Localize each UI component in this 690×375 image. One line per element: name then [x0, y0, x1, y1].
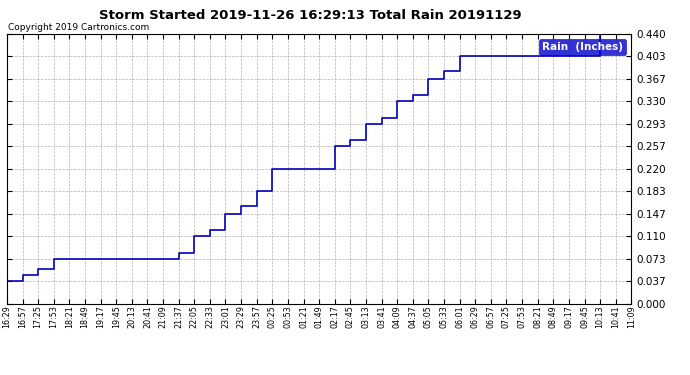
Legend: Rain  (Inches): Rain (Inches) [539, 39, 626, 55]
Text: Copyright 2019 Cartronics.com: Copyright 2019 Cartronics.com [8, 23, 150, 32]
Text: Storm Started 2019-11-26 16:29:13 Total Rain 20191129: Storm Started 2019-11-26 16:29:13 Total … [99, 9, 522, 22]
